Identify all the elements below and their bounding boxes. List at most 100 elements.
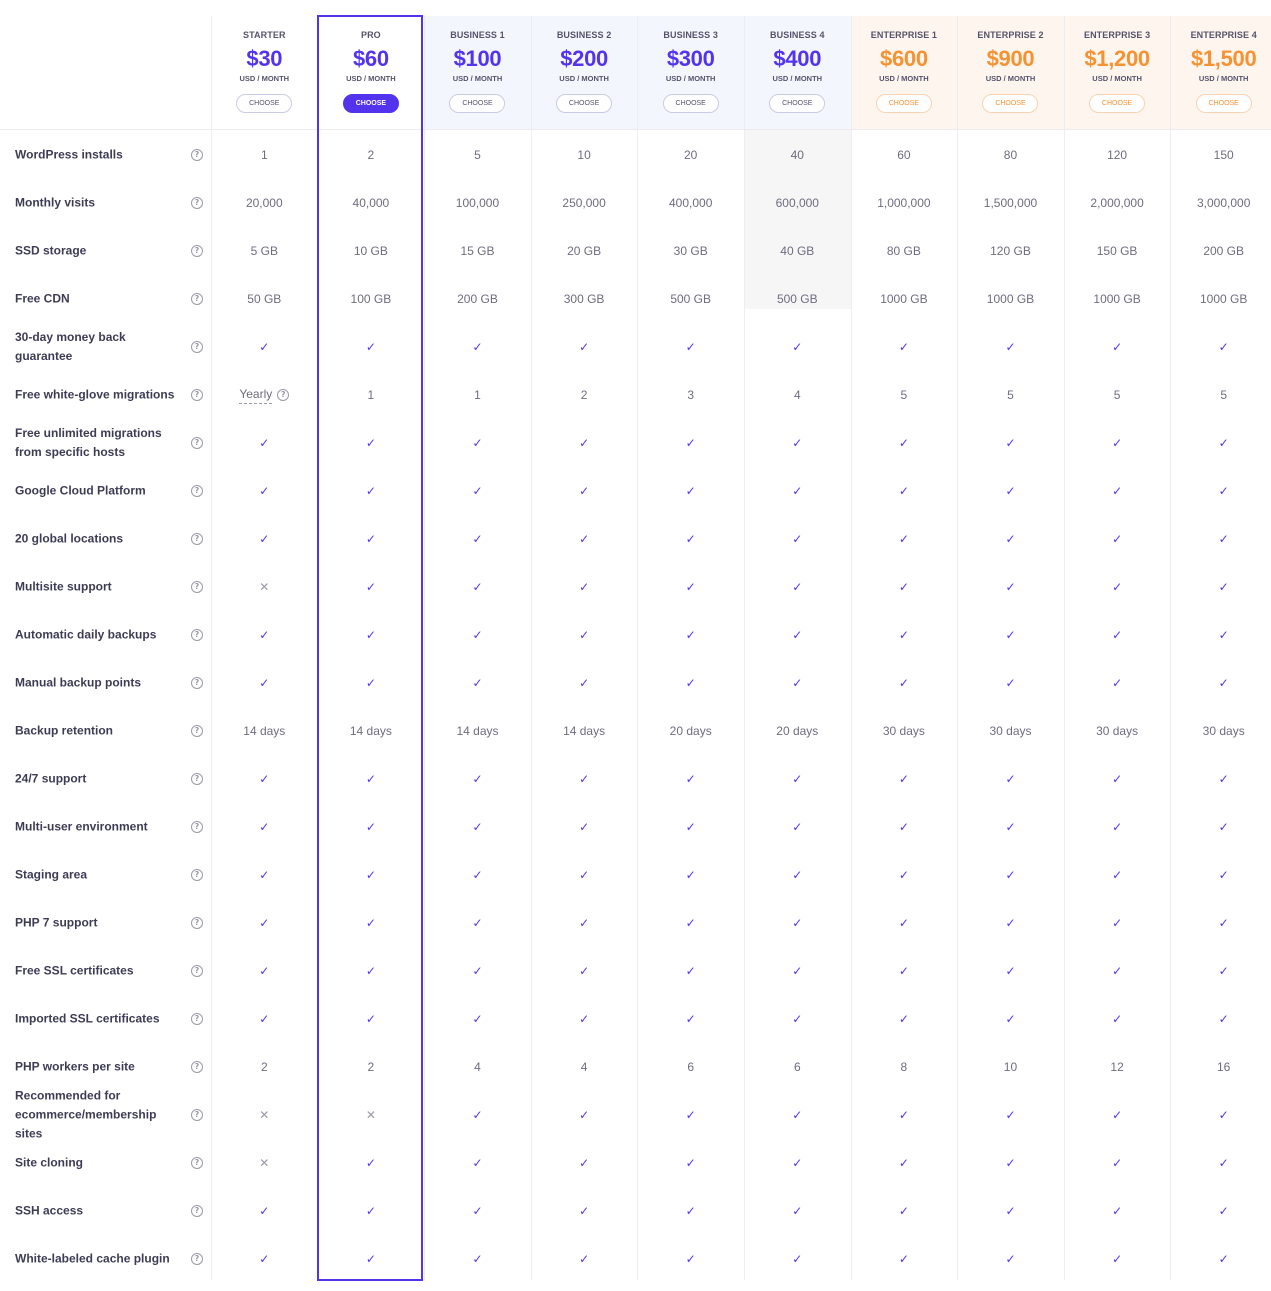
check-icon: ✓ xyxy=(259,820,270,834)
choose-button[interactable]: CHOOSE xyxy=(449,94,506,113)
feature-cell: 80 GB xyxy=(851,227,958,275)
feature-value: 5 xyxy=(1113,388,1121,402)
feature-cell: ✓ xyxy=(318,1235,425,1283)
feature-cell: ✓ xyxy=(1170,515,1271,563)
check-icon: ✓ xyxy=(472,868,483,882)
feature-cell: ✓ xyxy=(211,323,318,371)
info-icon[interactable]: ? xyxy=(191,1205,203,1217)
plan-price-unit: USD / MONTH xyxy=(239,74,290,83)
choose-button[interactable]: CHOOSE xyxy=(1089,94,1146,113)
feature-cell: 400,000 xyxy=(637,179,744,227)
feature-row: 30-day money back guarantee? ✓ ✓ ✓ ✓ ✓ ✓ ✓ ✓ ✓ ✓ xyxy=(0,323,1271,371)
feature-value: 500 GB xyxy=(776,292,818,306)
yearly-text[interactable]: Yearly xyxy=(239,387,273,404)
feature-cell: ✓ xyxy=(424,323,531,371)
feature-cell: ✓ xyxy=(211,419,318,467)
feature-value: 5 GB xyxy=(250,244,278,258)
choose-button[interactable]: CHOOSE xyxy=(769,94,826,113)
check-icon: ✓ xyxy=(472,580,483,594)
info-icon[interactable]: ? xyxy=(191,1253,203,1265)
feature-cell: 5 GB xyxy=(211,227,318,275)
feature-cell: 600,000 xyxy=(744,179,851,227)
check-icon: ✓ xyxy=(365,916,376,930)
check-icon: ✓ xyxy=(1112,1108,1123,1122)
info-icon[interactable]: ? xyxy=(191,581,203,593)
feature-cell: ✓ xyxy=(957,755,1064,803)
feature-value: 120 GB xyxy=(990,244,1031,258)
choose-button[interactable]: CHOOSE xyxy=(236,94,293,113)
column-divider xyxy=(637,16,638,1280)
info-icon[interactable]: ? xyxy=(191,821,203,833)
info-icon[interactable]: ? xyxy=(191,773,203,785)
info-icon[interactable]: ? xyxy=(191,1157,203,1169)
info-icon[interactable]: ? xyxy=(277,389,290,401)
feature-cell: ✓ xyxy=(851,803,958,851)
feature-cell: ✓ xyxy=(957,419,1064,467)
info-icon[interactable]: ? xyxy=(191,485,203,497)
info-icon[interactable]: ? xyxy=(191,725,203,737)
info-icon[interactable]: ? xyxy=(191,389,203,401)
check-icon: ✓ xyxy=(1218,580,1229,594)
choose-button[interactable]: CHOOSE xyxy=(875,94,932,113)
info-icon[interactable]: ? xyxy=(191,293,203,305)
choose-button[interactable]: CHOOSE xyxy=(982,94,1039,113)
info-icon[interactable]: ? xyxy=(191,629,203,641)
feature-cell: ✓ xyxy=(637,1091,744,1139)
feature-value: 600,000 xyxy=(775,196,819,210)
check-icon: ✓ xyxy=(472,1156,483,1170)
feature-cell: ✓ xyxy=(637,899,744,947)
info-icon[interactable]: ? xyxy=(191,341,203,353)
info-icon[interactable]: ? xyxy=(191,677,203,689)
check-icon: ✓ xyxy=(792,1156,803,1170)
feature-cell: ✓ xyxy=(1170,563,1271,611)
choose-button[interactable]: CHOOSE xyxy=(556,94,613,113)
yearly-value: Yearly? xyxy=(239,387,290,404)
info-icon[interactable]: ? xyxy=(191,917,203,929)
check-icon: ✓ xyxy=(472,1012,483,1026)
check-icon: ✓ xyxy=(472,676,483,690)
info-icon[interactable]: ? xyxy=(191,437,203,449)
check-icon: ✓ xyxy=(898,1012,909,1026)
feature-cell: 5 xyxy=(1170,371,1271,419)
feature-cell: ✓ xyxy=(637,1235,744,1283)
check-icon: ✓ xyxy=(685,580,696,594)
feature-cell: ✓ xyxy=(424,803,531,851)
check-icon: ✓ xyxy=(259,484,270,498)
feature-cell: 2,000,000 xyxy=(1064,179,1171,227)
check-icon: ✓ xyxy=(1005,1108,1016,1122)
check-icon: ✓ xyxy=(579,676,590,690)
feature-cell: ✓ xyxy=(744,755,851,803)
feature-value: 3 xyxy=(687,388,695,402)
check-icon: ✓ xyxy=(259,1204,270,1218)
info-icon[interactable]: ? xyxy=(191,1061,203,1073)
info-icon[interactable]: ? xyxy=(191,869,203,881)
feature-cell: 40 xyxy=(744,131,851,179)
choose-button[interactable]: CHOOSE xyxy=(1195,94,1252,113)
info-icon[interactable]: ? xyxy=(191,1013,203,1025)
info-icon[interactable]: ? xyxy=(191,197,203,209)
info-icon[interactable]: ? xyxy=(191,245,203,257)
info-icon[interactable]: ? xyxy=(191,1109,203,1121)
info-icon[interactable]: ? xyxy=(191,149,203,161)
feature-value: 10 GB xyxy=(353,244,388,258)
feature-value: 10 xyxy=(1003,1060,1018,1074)
highlighted-cell-group xyxy=(744,129,851,309)
feature-row: Free CDN? 50 GB 100 GB 200 GB 300 GB 500 GB 50… xyxy=(0,275,1271,323)
feature-cell: ✓ xyxy=(851,947,958,995)
plan-price-unit: USD / MONTH xyxy=(346,74,396,83)
feature-value: 15 GB xyxy=(460,244,495,258)
feature-cell: 6 xyxy=(744,1043,851,1091)
feature-label: Recommended for ecommerce/membership sit… xyxy=(15,1088,157,1141)
feature-cell: 10 xyxy=(957,1043,1064,1091)
check-icon: ✓ xyxy=(1112,772,1123,786)
choose-button[interactable]: CHOOSE xyxy=(662,94,719,113)
info-icon[interactable]: ? xyxy=(191,965,203,977)
choose-button[interactable]: CHOOSE xyxy=(342,94,399,113)
check-icon: ✓ xyxy=(259,436,270,450)
feature-cell: ✓ xyxy=(957,563,1064,611)
check-icon: ✓ xyxy=(1112,964,1123,978)
check-icon: ✓ xyxy=(365,580,376,594)
check-icon: ✓ xyxy=(792,532,803,546)
check-icon: ✓ xyxy=(685,484,696,498)
info-icon[interactable]: ? xyxy=(191,533,203,545)
